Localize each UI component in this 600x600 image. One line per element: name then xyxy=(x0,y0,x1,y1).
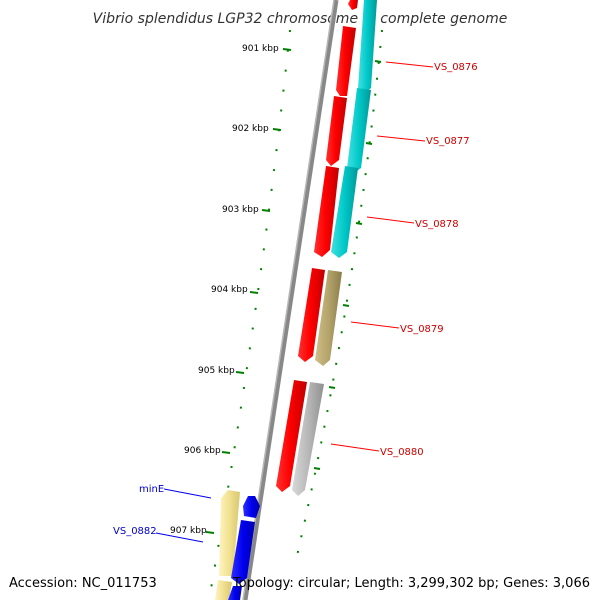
chromosome-backbone xyxy=(242,0,339,600)
tick-903: 903 kbp xyxy=(222,205,271,215)
cds-track-blue xyxy=(228,496,260,600)
gene-VS_0876-arrow xyxy=(358,0,377,94)
tick-marks: 901 kbp 902 kbp 903 kbp 904 kbp 905 kbp … xyxy=(170,44,292,536)
gene-VS_0877-arrow xyxy=(347,88,371,174)
blue-gene-1 xyxy=(243,496,260,518)
tick-label: 906 kbp xyxy=(184,446,221,456)
tick-904: 904 kbp xyxy=(211,285,259,295)
tick-label: 907 kbp xyxy=(170,526,207,536)
gene-label-VS_0876: VS_0876 xyxy=(434,62,478,73)
cds-red-1 xyxy=(348,0,358,10)
tick-label: 901 kbp xyxy=(242,44,279,54)
cds-red-5 xyxy=(298,268,325,362)
gene-VS_0882-arrow xyxy=(215,580,232,600)
gene-VS_0879-arrow xyxy=(315,270,342,366)
gene-VS_0880-arrow xyxy=(292,382,324,496)
gene-label-VS_0878: VS_0878 xyxy=(415,219,459,230)
gene-label-VS_0880: VS_0880 xyxy=(380,447,424,458)
cds-track-red xyxy=(276,0,358,492)
tick-label: 903 kbp xyxy=(222,205,259,215)
tick-902: 902 kbp xyxy=(232,124,282,134)
cds-track-yellow xyxy=(215,490,240,600)
cds-red-6 xyxy=(276,380,307,492)
accession-text: Accession: NC_011753 xyxy=(9,576,157,591)
gene-labels-blue: minE VS_0882 xyxy=(113,484,212,543)
gene-label-minE: minE xyxy=(139,484,164,495)
gene-label-VS_0879: VS_0879 xyxy=(400,324,444,335)
genome-summary-text: Topology: circular; Length: 3,299,302 bp… xyxy=(232,576,590,591)
tick-901: 901 kbp xyxy=(242,44,292,54)
gene-label-VS_0882: VS_0882 xyxy=(113,526,157,537)
gene-label-VS_0877: VS_0877 xyxy=(426,136,470,147)
tick-label: 904 kbp xyxy=(211,285,248,295)
tick-905: 905 kbp xyxy=(198,366,245,376)
tick-906: 906 kbp xyxy=(184,446,231,456)
map-title: Vibrio splendidus LGP32 chromosome 1, co… xyxy=(93,11,508,27)
cds-track-colored xyxy=(292,0,377,496)
blue-gene-3 xyxy=(228,586,242,600)
gene-minE-arrow xyxy=(219,490,240,576)
tick-label: 905 kbp xyxy=(198,366,235,376)
gene-VS_0878-arrow xyxy=(331,166,358,258)
blue-gene-2 xyxy=(231,520,255,584)
gene-labels-red: VS_0876 VS_0877 VS_0878 VS_0879 VS_0880 xyxy=(330,61,478,458)
tick-label: 902 kbp xyxy=(232,124,269,134)
outer-ticks xyxy=(313,60,382,470)
tick-907: 907 kbp xyxy=(170,526,215,536)
cds-red-2 xyxy=(336,26,356,96)
cds-red-3 xyxy=(326,96,347,166)
cds-red-4 xyxy=(314,166,339,257)
